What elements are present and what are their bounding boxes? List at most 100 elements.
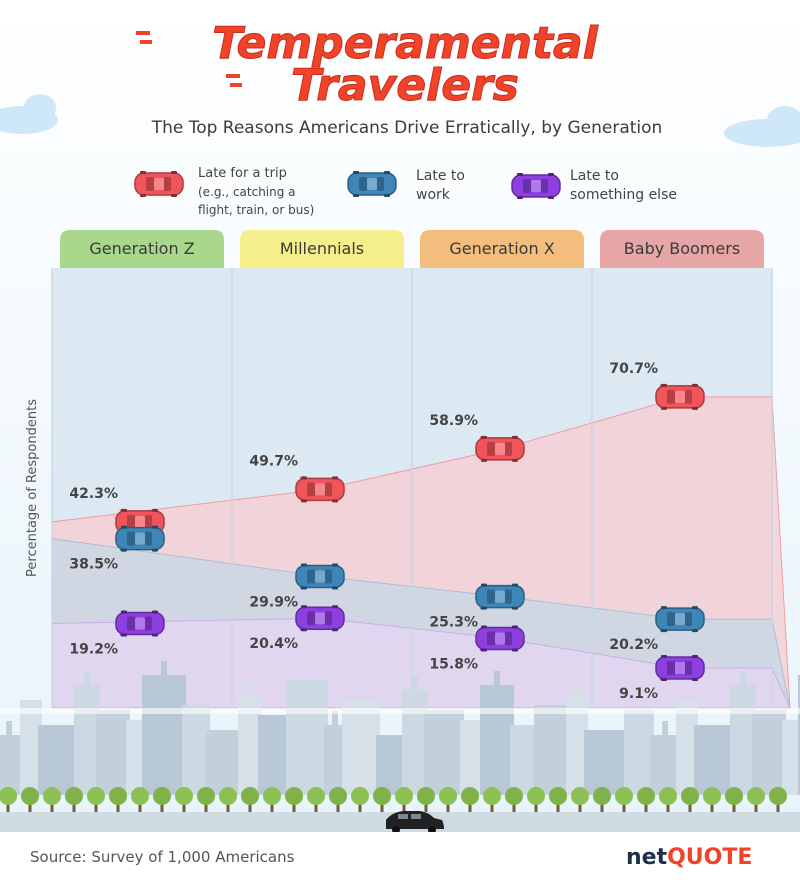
car-marker-trip [655,383,705,410]
car-marker-else [115,610,165,637]
logo-part-quote: QUOTE [667,845,752,870]
column-dividers [51,268,773,708]
data-label-trip: 70.7% [609,361,658,377]
data-point-work: 20.2% [609,606,705,653]
data-label-else: 9.1% [619,686,658,702]
building [182,705,210,795]
building [38,725,78,795]
building [142,675,186,795]
legend-car-shape [347,171,397,197]
data-point-trip: 49.7% [249,453,345,503]
tree [219,787,237,812]
legend-item-work: Late to work [347,168,465,203]
chart: Generation Z Millennials Generation X Baby … [25,230,791,709]
building [730,685,756,795]
netquote-logo: netQUOTE [626,845,752,870]
tree [769,787,787,812]
generation-tab: Generation X [420,230,584,268]
building [424,710,464,795]
tree [681,787,699,812]
series-areas [51,396,791,709]
tree [263,787,281,812]
building [74,685,100,795]
tree [593,787,611,812]
tree [43,787,61,812]
generation-tab: Generation Z [60,230,224,268]
building-spire [662,721,668,735]
car-icon-else [511,173,561,199]
cloud-left [0,94,58,134]
building-spire [494,671,500,685]
car-icon-work [347,171,397,197]
tree [351,787,369,812]
building [676,700,698,795]
tree [615,787,633,812]
building [376,735,406,795]
building [752,710,786,795]
building [480,685,514,795]
tree [21,787,39,812]
car-marker-work [655,606,705,633]
building [694,725,734,795]
tree [65,787,83,812]
legend-label-trip-line1: Late for a trip [198,166,287,181]
car-icon-trip [134,171,184,197]
building [286,680,328,795]
legend-car-shape [134,171,184,197]
tree [571,787,589,812]
tree [725,787,743,812]
logo-text: netQUOTE [626,845,752,870]
car-marker-work [295,563,345,590]
tree [527,787,545,812]
data-label-else: 19.2% [69,642,118,658]
building-spire [332,711,338,725]
data-label-work: 38.5% [69,557,118,573]
tree [747,787,765,812]
building [510,725,538,795]
title-line1: Temperamental [212,18,598,69]
legend-item-else: Late to something else [511,168,677,203]
building-spire [84,671,90,685]
legend-item-trip: Late for a trip (e.g., catching a flight… [134,166,314,217]
data-point-trip: 58.9% [429,413,525,462]
data-point-work: 29.9% [249,563,345,610]
tree [175,787,193,812]
tree [131,787,149,812]
tree [395,787,413,812]
legend-label-work-line2: work [416,187,451,203]
tree [329,787,347,812]
tree [703,787,721,812]
source-note: Source: Survey of 1,000 Americans [30,848,295,866]
tree [87,787,105,812]
tree [505,787,523,812]
title-line2: Travelers [291,60,519,111]
tree [439,787,457,812]
title-speed-lines [136,31,242,87]
data-label-trip: 49.7% [249,453,298,469]
legend-label-trip-line2: (e.g., catching a [198,185,296,199]
legend-label-trip-line3: flight, train, or bus) [198,203,314,217]
generation-label: Generation Z [89,239,194,258]
footer-bar [0,832,800,882]
building-spire [574,681,580,695]
data-point-else: 9.1% [619,654,705,702]
building [206,730,242,795]
building [534,705,570,795]
building [584,730,628,795]
subtitle: The Top Reasons Americans Drive Erratica… [151,118,663,138]
building [402,690,428,795]
tree-row [0,787,787,812]
car-marker-else [475,625,525,652]
building-spire [247,681,253,695]
car-marker-else [295,605,345,632]
data-point-else: 19.2% [69,610,165,658]
generation-label: Millennials [280,239,364,258]
building [650,735,680,795]
data-label-else: 20.4% [249,636,298,652]
legend: Late for a trip (e.g., catching a flight… [134,166,677,217]
data-label-trip: 58.9% [429,413,478,429]
tree [637,787,655,812]
tree [153,787,171,812]
car-marker-trip [475,435,525,462]
tree [241,787,259,812]
